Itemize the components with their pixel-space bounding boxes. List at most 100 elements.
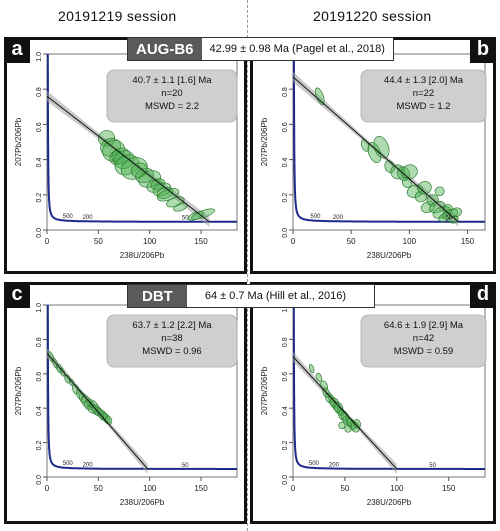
dbt-label: DBT <box>128 285 187 307</box>
concordia-curve <box>293 305 485 470</box>
panel-a: 0 50 100 150 0.0 0.2 0.4 0.6 0.8 1.0 238U/206Pb 207… <box>4 37 247 274</box>
data-ellipse <box>360 139 370 152</box>
result-mswd: MSWD = 1.2 <box>396 101 450 112</box>
dbt-reference-age: 64 ± 0.7 Ma (Hill et al., 2016) <box>204 290 346 302</box>
x-axis-label: 238U/206Pb <box>120 251 165 260</box>
data-ellipse <box>338 421 346 430</box>
concordia-age-label: 500 <box>63 214 74 220</box>
result-age: 63.7 ± 1.2 [2.2] Ma <box>132 320 212 331</box>
panel-b-chart: 0501001500.00.20.40.60.81.0238U/206Pb207… <box>260 52 487 260</box>
session-divider <box>247 0 248 531</box>
x-tick-label: 100 <box>143 237 157 246</box>
x-tick-label: 50 <box>94 237 103 246</box>
dbt-banner: DBT 64 ± 0.7 Ma (Hill et al., 2016) <box>127 284 375 308</box>
left-session-title: 20191219 session <box>58 8 177 24</box>
x-tick-label: 100 <box>143 484 157 493</box>
concordia-age-label: 50 <box>182 463 189 469</box>
x-tick-label: 100 <box>390 484 404 493</box>
y-tick-label: 0.6 <box>36 372 43 382</box>
y-tick-label: 1.0 <box>36 303 43 313</box>
plot-area <box>293 54 485 227</box>
y-tick-label: 0.4 <box>282 157 289 167</box>
concordia-age-label: 500 <box>63 461 74 467</box>
y-tick-label: 0.8 <box>282 87 289 97</box>
result-age: 40.7 ± 1.1 [1.6] Ma <box>132 75 212 86</box>
result-n: n=38 <box>161 333 182 344</box>
x-tick-label: 0 <box>45 237 50 246</box>
y-tick-label: 0.2 <box>282 193 289 203</box>
concordia-age-label: 500 <box>309 461 320 467</box>
x-tick-label: 50 <box>94 484 103 493</box>
x-axis-label: 238U/206Pb <box>367 251 412 260</box>
result-n: n=22 <box>413 88 434 99</box>
regression-line <box>47 352 149 470</box>
result-box-background <box>106 69 238 123</box>
panel-c: 0 50 100 150 0.0 0.2 0.4 0.6 0.8 1.0 238U/206Pb 207… <box>4 282 247 524</box>
result-mswd: MSWD = 0.96 <box>142 346 201 357</box>
right-session-title: 20191220 session <box>313 8 432 24</box>
concordia-curve <box>293 54 485 223</box>
y-tick-label: 0.8 <box>36 87 43 97</box>
aug-b6-label: AUG-B6 <box>128 38 202 60</box>
plot-area <box>47 305 237 474</box>
result-mswd: MSWD = 0.59 <box>394 346 453 357</box>
result-box: 40.7 ± 1.1 [1.6] Ma n=20 MSWD = 2.2 <box>106 69 238 123</box>
concordia-age-label: 200 <box>83 215 94 221</box>
data-ellipse <box>344 425 352 433</box>
x-axis-label: 238U/206Pb <box>367 498 412 507</box>
x-tick-label: 50 <box>347 237 356 246</box>
result-box: 63.7 ± 1.2 [2.2] Ma n=38 MSWD = 0.96 <box>106 314 238 368</box>
panel-b-letter: b <box>470 37 496 63</box>
y-tick-label: 0.4 <box>282 406 289 416</box>
y-tick-label: 0.6 <box>36 122 43 132</box>
x-tick-label: 0 <box>291 484 296 493</box>
result-box-background <box>360 314 487 368</box>
concordia-age-label: 50 <box>182 216 189 222</box>
plot-area <box>293 305 485 474</box>
panel-d-chart: 0501001500.00.20.40.60.81.0238U/206Pb207… <box>260 303 487 507</box>
panel-a-letter: a <box>4 37 30 63</box>
x-tick-label: 150 <box>461 237 475 246</box>
panel-c-chart: 0 50 100 150 0.0 0.2 0.4 0.6 0.8 1.0 238U/206Pb 207… <box>14 303 238 507</box>
concordia-age-label: 50 <box>445 216 452 222</box>
aug-b6-reference-age: 42.99 ± 0.98 Ma (Pagel et al., 2018) <box>209 43 385 55</box>
plot-area <box>47 54 237 227</box>
regression-line <box>293 76 459 223</box>
regression-line <box>47 95 210 223</box>
result-box: 64.6 ± 1.9 [2.9] Ma n=42 MSWD = 0.59 <box>360 314 487 368</box>
x-tick-label: 150 <box>442 484 456 493</box>
y-tick-label: 0.0 <box>36 228 43 238</box>
y-tick-label: 0.2 <box>36 193 43 203</box>
panel-b: 0501001500.00.20.40.60.81.0238U/206Pb207… <box>250 37 496 274</box>
y-tick-label: 0.8 <box>282 337 289 347</box>
data-ellipse <box>100 137 122 157</box>
result-mswd: MSWD = 2.2 <box>145 101 199 112</box>
concordia-age-label: 200 <box>333 215 344 221</box>
plot-frame <box>292 304 486 478</box>
result-box-background <box>106 314 238 368</box>
data-ellipse <box>135 167 154 184</box>
y-axis-label: 207Pb/206Pb <box>14 366 23 415</box>
panel-a-chart: 0 50 100 150 0.0 0.2 0.4 0.6 0.8 1.0 238U/206Pb 207… <box>14 52 238 260</box>
concordia-curve <box>47 305 237 470</box>
panel-d-letter: d <box>470 282 496 308</box>
regression-line <box>293 356 398 470</box>
concordia-age-label: 200 <box>83 462 94 468</box>
y-tick-label: 0.2 <box>36 440 43 450</box>
y-tick-label: 0.6 <box>282 122 289 132</box>
x-tick-label: 0 <box>45 484 50 493</box>
result-box: 44.4 ± 1.3 [2.0] Ma n=22 MSWD = 1.2 <box>360 69 487 123</box>
y-axis-label: 207Pb/206Pb <box>260 366 269 415</box>
x-tick-label: 100 <box>403 237 417 246</box>
x-tick-label: 150 <box>194 237 208 246</box>
result-age: 44.4 ± 1.3 [2.0] Ma <box>384 75 464 86</box>
y-tick-label: 0.0 <box>36 475 43 485</box>
x-tick-label: 50 <box>340 484 349 493</box>
y-tick-label: 1.0 <box>36 52 43 62</box>
x-axis-label: 238U/206Pb <box>120 498 165 507</box>
concordia-age-label: 200 <box>329 462 340 468</box>
result-n: n=42 <box>413 333 434 344</box>
y-axis-label: 207Pb/206Pb <box>14 117 23 166</box>
panel-c-letter: c <box>4 282 30 308</box>
result-age: 64.6 ± 1.9 [2.9] Ma <box>384 320 464 331</box>
